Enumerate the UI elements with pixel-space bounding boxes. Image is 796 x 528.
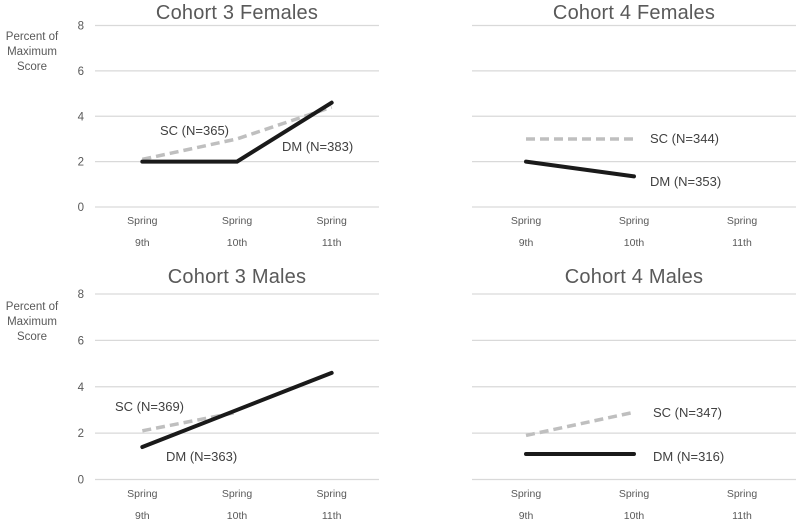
- y-tick-label: 8: [78, 21, 84, 33]
- series-label-dm: DM (N=316): [653, 449, 725, 464]
- chart-title: Cohort 3 Males: [167, 266, 307, 288]
- panel-cohort-3-females: Percent of Maximum Score Cohort 3 Female…: [0, 0, 398, 264]
- x-tick-label-term: Spring: [727, 488, 758, 500]
- x-tick-label-grade: 10th: [227, 510, 248, 522]
- series-label-sc: SC (N=369): [115, 399, 184, 414]
- y-axis-title-line: Percent of: [5, 301, 59, 313]
- x-tick-label-term: Spring: [727, 215, 758, 227]
- y-tick-label: 6: [78, 66, 84, 78]
- y-axis-title-line: Maximum: [7, 46, 57, 58]
- x-tick-label-grade: 9th: [519, 237, 534, 249]
- x-tick-label-term: Spring: [127, 215, 158, 227]
- y-axis-title: Percent of Maximum Score: [0, 30, 64, 75]
- x-tick-label-term: Spring: [222, 215, 253, 227]
- series-line-sc: [525, 410, 635, 438]
- x-tick-label-term: Spring: [511, 488, 542, 500]
- line-chart-canvas: 8 6 4 2 0 Spring 9th Spring 10th Spring 11th: [78, 21, 379, 249]
- y-axis-title-line: Score: [16, 331, 48, 343]
- panel-cohort-4-males: Cohort 4 Males Spring 9th Spring 10th Spring…: [398, 264, 796, 528]
- chart-title: Cohort 4 Males: [564, 266, 704, 288]
- y-tick-label: 4: [78, 111, 85, 123]
- x-tick-label-grade: 9th: [135, 237, 150, 249]
- y-axis-title-line: Percent of: [5, 31, 59, 43]
- series-label-sc: SC (N=344): [650, 131, 719, 146]
- y-tick-label: 2: [78, 428, 84, 440]
- y-tick-label: 4: [78, 382, 85, 394]
- y-tick-label: 0: [78, 202, 84, 214]
- line-chart-canvas: Spring 9th Spring 10th Spring 11th: [472, 24, 796, 249]
- chart-title: Cohort 3 Females: [155, 2, 319, 24]
- series-label-sc: SC (N=347): [653, 405, 722, 420]
- y-axis-title-line: Score: [16, 61, 48, 73]
- line-chart-canvas: 8 6 4 2 0 Spring 9th Spring 10th Spring 11th: [78, 289, 379, 522]
- series-label-dm: DM (N=383): [282, 139, 354, 154]
- y-axis-title: Percent of Maximum Score: [0, 300, 64, 345]
- line-chart-canvas: Spring 9th Spring 10th Spring 11th: [472, 293, 796, 522]
- x-tick-label-term: Spring: [511, 215, 542, 227]
- x-tick-label-grade: 11th: [322, 510, 342, 522]
- x-tick-label-grade: 9th: [135, 510, 150, 522]
- series-line-dm: [140, 370, 334, 450]
- x-tick-label-grade: 11th: [732, 237, 752, 249]
- series-line-dm: [140, 100, 334, 164]
- x-tick-label-term: Spring: [127, 488, 158, 500]
- series-label-sc: SC (N=365): [160, 123, 229, 138]
- y-axis-title-line: Maximum: [7, 316, 57, 328]
- series-label-dm: DM (N=353): [650, 174, 722, 189]
- y-tick-label: 6: [78, 335, 84, 347]
- chart-title: Cohort 4 Females: [552, 2, 716, 24]
- panel-cohort-3-males: Percent of Maximum Score Cohort 3 Males …: [0, 264, 398, 528]
- x-tick-label-grade: 10th: [624, 510, 645, 522]
- x-tick-label-term: Spring: [316, 488, 347, 500]
- x-tick-label-term: Spring: [222, 488, 253, 500]
- x-tick-label-grade: 10th: [624, 237, 645, 249]
- y-tick-label: 0: [78, 475, 84, 487]
- series-line-sc: [141, 105, 333, 162]
- series-line-dm: [524, 159, 636, 179]
- x-tick-label-grade: 11th: [732, 510, 752, 522]
- x-tick-label-grade: 9th: [519, 510, 534, 522]
- series-label-dm: DM (N=363): [166, 449, 238, 464]
- x-tick-label-term: Spring: [619, 215, 650, 227]
- panel-cohort-4-females: Cohort 4 Females Spring 9th Spring 10th Spri…: [398, 0, 796, 264]
- series-line-sc: [141, 410, 238, 433]
- y-tick-label: 8: [78, 289, 84, 301]
- y-tick-label: 2: [78, 157, 84, 169]
- x-tick-label-term: Spring: [619, 488, 650, 500]
- x-tick-label-grade: 10th: [227, 237, 248, 249]
- x-tick-label-grade: 11th: [322, 237, 342, 249]
- x-tick-label-term: Spring: [316, 215, 347, 227]
